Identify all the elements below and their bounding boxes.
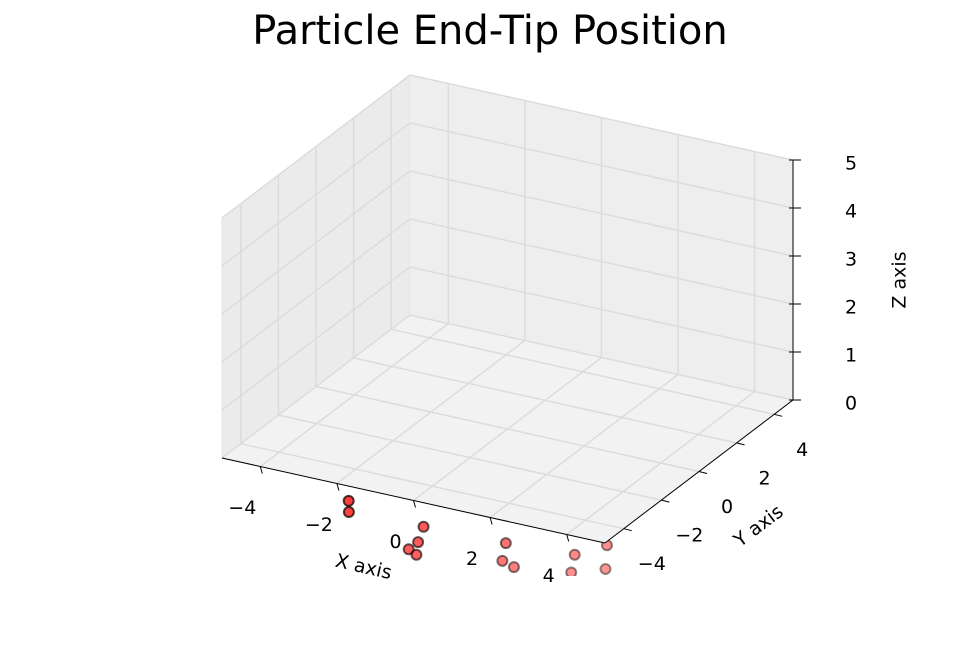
x-tick-label: 0 xyxy=(389,531,401,553)
grid-line xyxy=(240,442,624,530)
x-tick xyxy=(489,517,493,525)
grid-line xyxy=(278,414,662,501)
x-tick xyxy=(259,466,263,474)
point xyxy=(342,494,355,507)
point xyxy=(410,548,423,561)
y-tick-label: −2 xyxy=(675,525,703,547)
x-tick xyxy=(336,483,340,491)
point xyxy=(496,554,509,567)
z-tick-label: 4 xyxy=(845,201,857,223)
x-tick-label: 4 xyxy=(543,565,555,587)
x-tick xyxy=(566,534,570,542)
grid-line xyxy=(315,385,700,473)
y-tick xyxy=(774,413,783,417)
grid-line xyxy=(221,170,411,315)
point xyxy=(499,537,512,550)
grid-line xyxy=(409,314,794,401)
axis-line xyxy=(604,399,794,544)
grid-line xyxy=(409,266,794,353)
z-tick-label: 2 xyxy=(845,297,857,319)
grid-line xyxy=(221,266,411,411)
x-tick-label: −2 xyxy=(305,514,333,536)
z-tick-label: 3 xyxy=(845,249,857,271)
point xyxy=(342,506,355,519)
z-tick-label: 5 xyxy=(845,153,857,175)
y-tick xyxy=(698,471,708,474)
y-axis-label: Y axis xyxy=(729,501,788,553)
point xyxy=(417,520,430,533)
point xyxy=(412,536,425,549)
grid-line xyxy=(409,74,794,161)
grid-line xyxy=(221,122,411,267)
grid-line xyxy=(391,328,775,416)
x-tick xyxy=(413,500,416,508)
grid-line xyxy=(221,218,411,363)
y-tick xyxy=(661,499,670,503)
axis-line xyxy=(221,457,606,544)
x-tick-label: 2 xyxy=(466,548,478,570)
grid-line xyxy=(409,122,794,209)
grid-line xyxy=(221,314,411,459)
point xyxy=(565,566,578,576)
grid-line xyxy=(409,170,794,257)
point xyxy=(599,562,612,575)
chart-title: Particle End-Tip Position xyxy=(252,8,727,54)
y-tick-label: 0 xyxy=(721,496,733,518)
grid-line xyxy=(353,357,737,444)
z-tick-label: 0 xyxy=(845,393,857,415)
y-tick-label: 2 xyxy=(759,467,771,489)
grid-line xyxy=(221,74,411,219)
y-tick xyxy=(736,442,745,446)
point xyxy=(507,561,520,574)
x-axis-label: X axis xyxy=(333,550,394,584)
z-axis-label: Z axis xyxy=(889,251,911,308)
point xyxy=(568,548,581,561)
y-tick xyxy=(623,528,632,532)
z-tick-label: 1 xyxy=(845,345,857,367)
grid-line xyxy=(409,218,794,305)
y-tick-label: −4 xyxy=(638,553,666,575)
x-tick-label: −4 xyxy=(228,497,256,519)
y-tick-label: 4 xyxy=(796,439,808,461)
